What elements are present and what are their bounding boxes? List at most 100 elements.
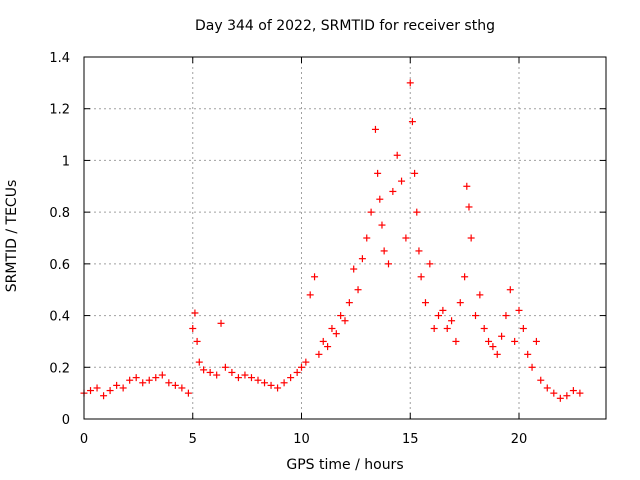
data-point	[193, 337, 201, 345]
y-tick-label: 0.4	[49, 310, 70, 325]
data-point	[178, 384, 186, 392]
data-point	[452, 337, 460, 345]
data-point	[498, 332, 506, 340]
data-point	[389, 187, 397, 195]
data-point	[171, 381, 179, 389]
data-point	[217, 319, 225, 327]
data-point	[191, 309, 199, 317]
data-point	[100, 392, 108, 400]
data-point	[200, 366, 208, 374]
data-point	[267, 381, 275, 389]
data-point	[206, 368, 214, 376]
y-tick-label: 0.8	[49, 206, 70, 221]
grid-lines	[84, 57, 606, 419]
data-point	[408, 118, 416, 126]
data-point	[332, 330, 340, 338]
data-point	[354, 286, 362, 294]
data-point	[93, 384, 101, 392]
data-point	[537, 376, 545, 384]
data-point	[417, 273, 425, 281]
data-point	[184, 389, 192, 397]
data-point	[87, 387, 95, 395]
data-point	[378, 221, 386, 229]
data-point	[367, 208, 375, 216]
data-point	[489, 343, 497, 351]
data-point	[371, 125, 379, 133]
data-point	[569, 387, 577, 395]
data-point	[302, 358, 310, 366]
data-points	[80, 79, 584, 402]
data-point	[241, 371, 249, 379]
x-tick-label: 15	[402, 432, 419, 447]
plot-frame	[83, 56, 607, 420]
data-point	[221, 363, 229, 371]
data-point	[467, 234, 475, 242]
data-point	[411, 169, 419, 177]
data-point	[524, 350, 532, 358]
data-point	[293, 368, 301, 376]
data-point	[195, 358, 203, 366]
chart-title: Day 344 of 2022, SRMTID for receiver sth…	[195, 18, 495, 34]
data-point	[443, 325, 451, 332]
y-tick-label: 1.2	[49, 103, 70, 118]
data-point	[385, 260, 392, 268]
data-point	[532, 337, 540, 345]
data-point	[319, 337, 327, 345]
y-tick-label: 1	[62, 154, 70, 169]
data-point	[247, 374, 255, 382]
data-point	[550, 389, 558, 397]
data-point	[315, 350, 323, 358]
data-point	[380, 247, 388, 255]
data-point	[345, 299, 353, 307]
data-point	[358, 255, 366, 263]
data-point	[234, 374, 242, 382]
data-point	[506, 286, 514, 294]
y-tick-label: 0.2	[49, 361, 70, 376]
y-tick-label: 0	[62, 413, 70, 428]
data-point	[421, 299, 429, 307]
data-point	[165, 379, 173, 387]
data-point	[439, 306, 447, 314]
data-point	[152, 374, 160, 382]
data-point	[132, 374, 140, 382]
data-point	[519, 325, 527, 332]
data-point	[119, 384, 127, 392]
data-point	[461, 273, 469, 281]
data-point	[515, 306, 523, 314]
x-tick-label: 20	[511, 432, 528, 447]
x-axis-label: GPS time / hours	[286, 457, 404, 473]
data-point	[543, 384, 551, 392]
data-point	[341, 317, 349, 325]
data-point	[563, 392, 571, 400]
data-point	[556, 394, 564, 402]
data-point	[376, 195, 384, 203]
data-point	[228, 368, 236, 376]
data-point	[435, 312, 443, 320]
data-point	[126, 376, 134, 384]
x-tick-label: 10	[293, 432, 310, 447]
data-point	[415, 247, 423, 255]
data-point	[406, 79, 414, 87]
data-point	[254, 376, 262, 384]
data-point	[476, 291, 484, 299]
y-tick-label: 1.4	[49, 51, 70, 66]
data-point	[324, 343, 332, 351]
data-point	[298, 363, 305, 371]
data-point	[480, 325, 488, 332]
data-point	[363, 234, 371, 242]
data-point	[402, 234, 410, 242]
data-point	[511, 337, 519, 345]
data-point	[576, 389, 584, 397]
data-point	[306, 291, 314, 299]
data-point	[472, 312, 479, 320]
data-point	[189, 325, 197, 332]
data-point	[413, 208, 421, 216]
data-point	[493, 350, 501, 358]
data-point	[158, 371, 166, 379]
data-point	[456, 299, 464, 307]
y-tick-label: 0.6	[49, 258, 70, 273]
x-tick-label: 5	[189, 432, 197, 447]
data-point	[485, 337, 493, 345]
data-point	[350, 265, 358, 273]
data-point	[465, 203, 473, 211]
